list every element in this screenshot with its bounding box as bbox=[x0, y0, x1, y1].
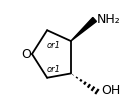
Text: O: O bbox=[22, 48, 32, 60]
Text: or1: or1 bbox=[47, 41, 61, 50]
Text: OH: OH bbox=[101, 84, 120, 97]
Polygon shape bbox=[71, 17, 96, 41]
Text: NH₂: NH₂ bbox=[97, 13, 121, 26]
Text: or1: or1 bbox=[47, 65, 61, 74]
